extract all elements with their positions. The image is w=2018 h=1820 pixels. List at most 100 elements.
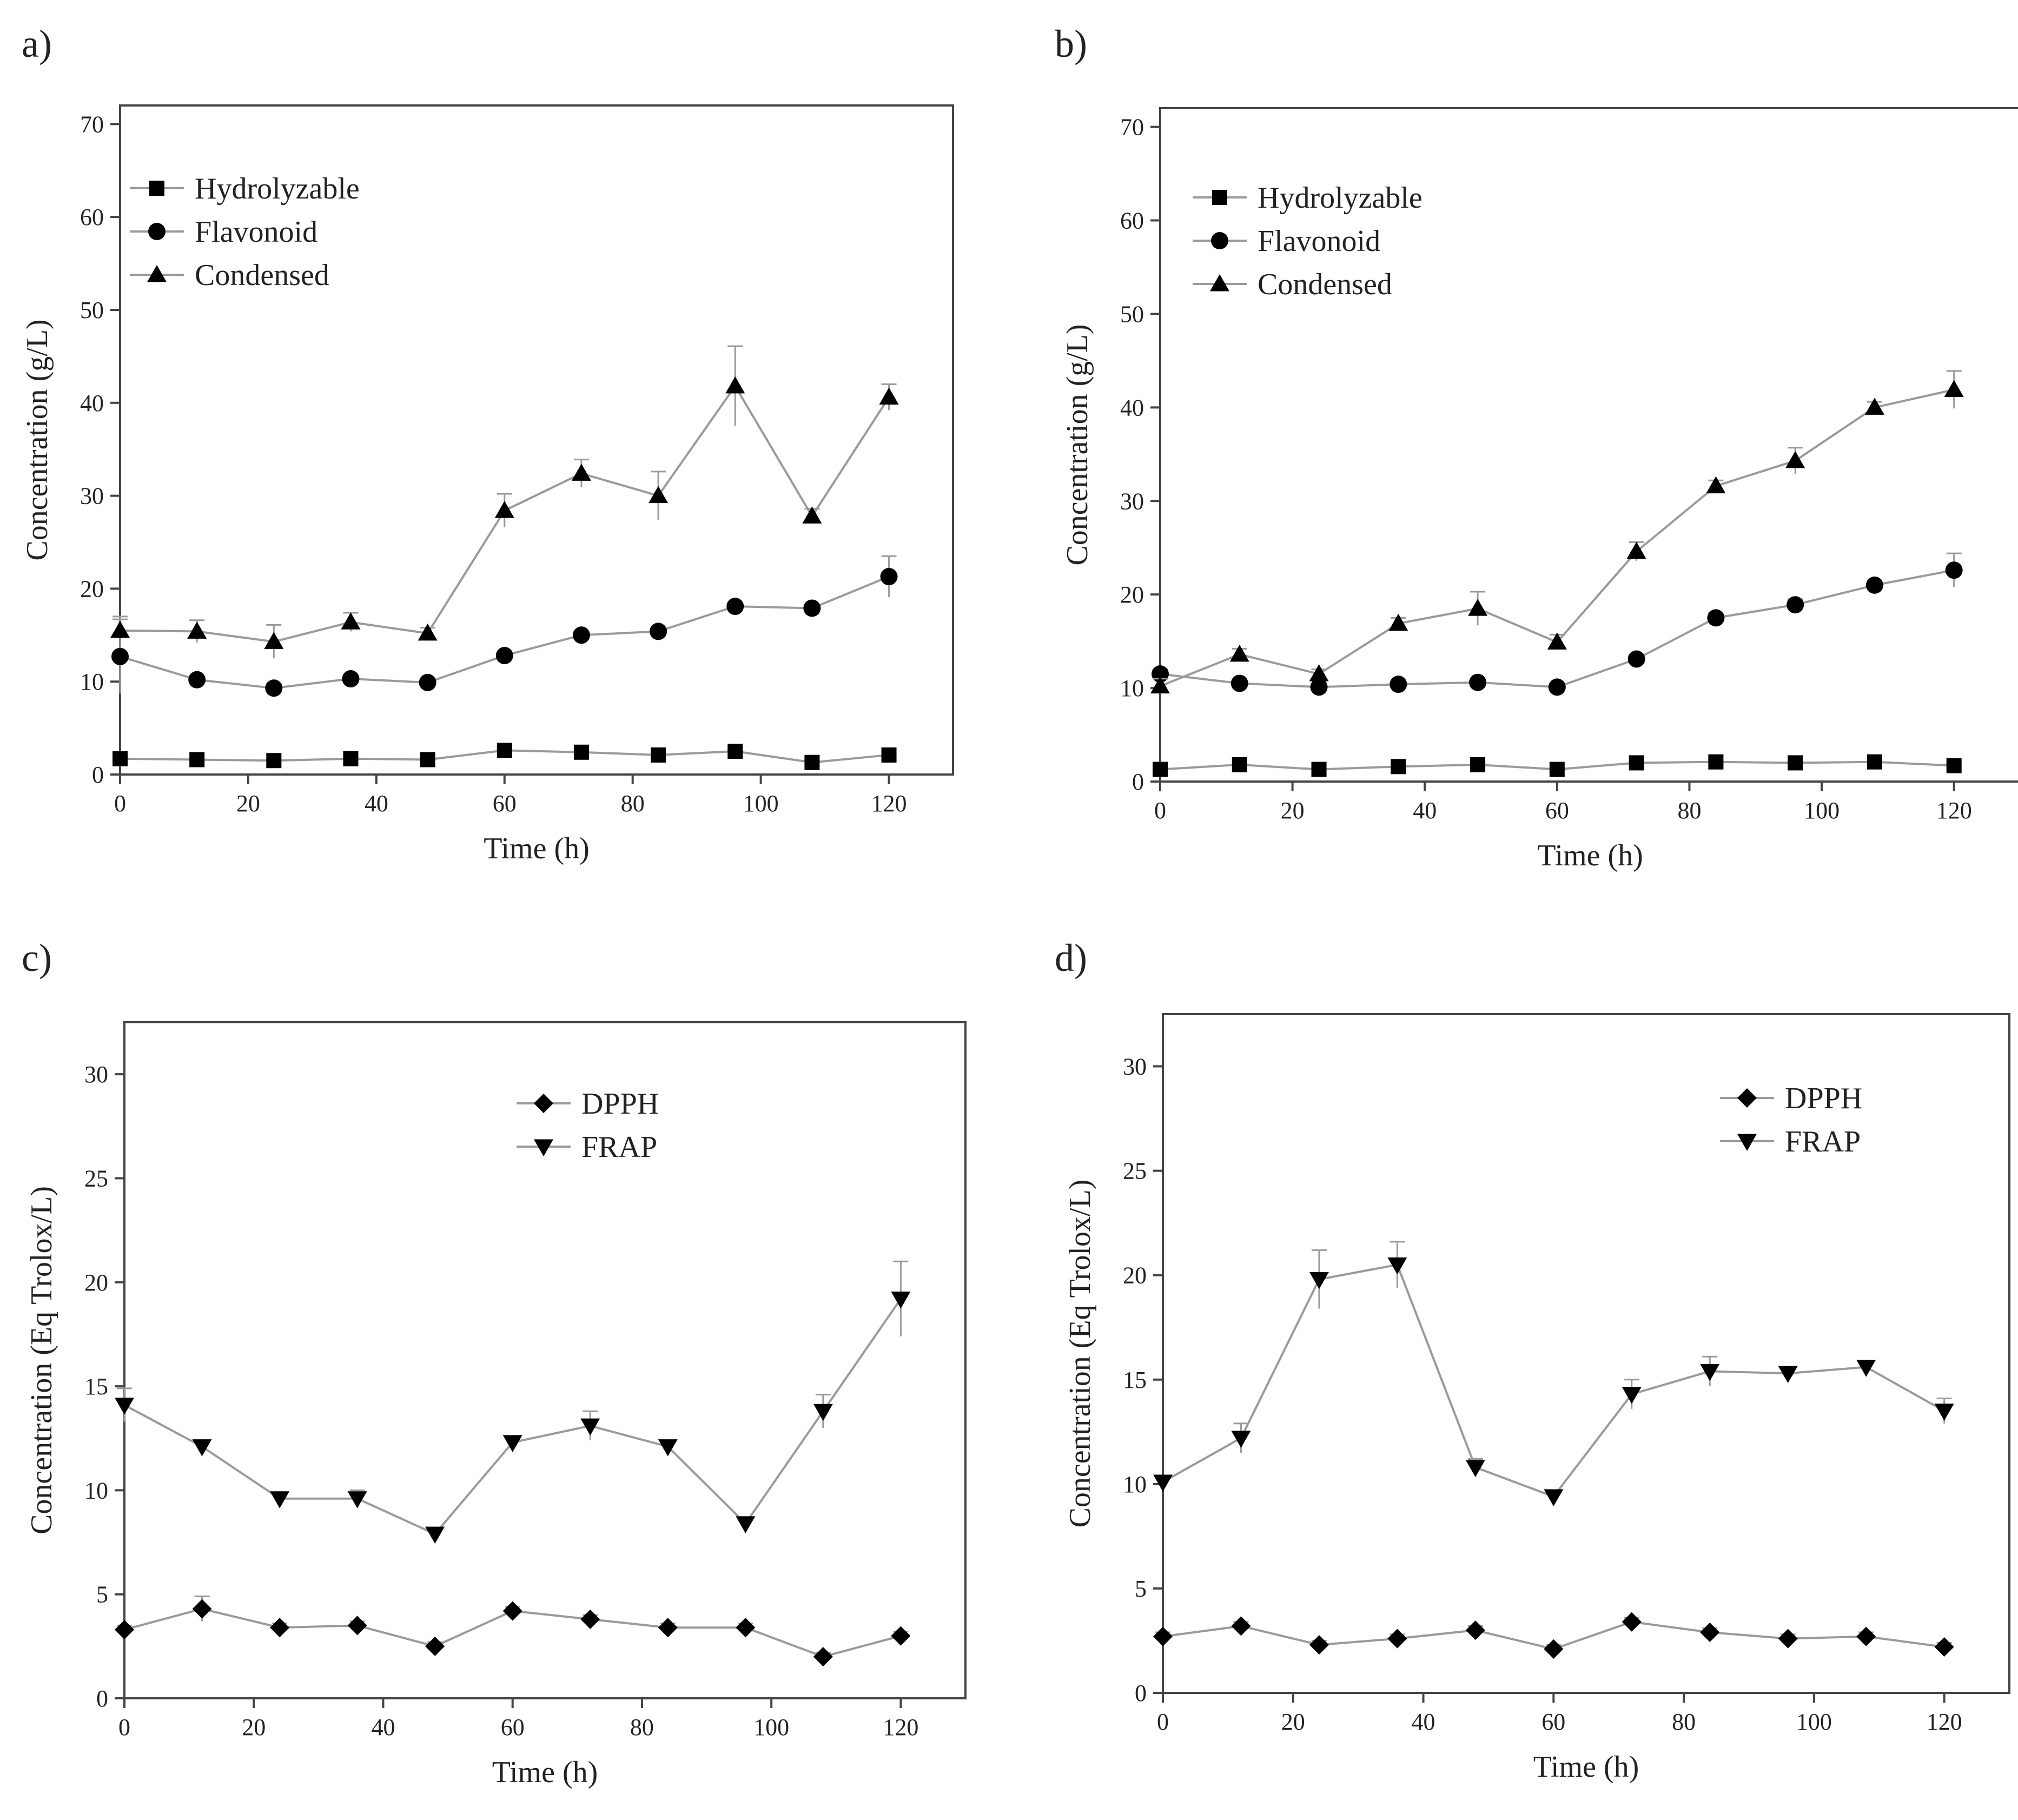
x-axis-title: Time (h): [484, 832, 590, 865]
triangle-up-marker: [110, 620, 130, 638]
x-tick-label: 120: [871, 790, 907, 817]
series-dpph: [1153, 1612, 1954, 1659]
diamond-marker: [1465, 1620, 1485, 1640]
series-condensed: [110, 345, 899, 659]
triangle-down-marker: [580, 1418, 600, 1436]
series-frap: [115, 1260, 911, 1544]
legend-label: FRAP: [581, 1130, 657, 1164]
square-marker: [113, 751, 128, 766]
panel-label: a): [22, 22, 52, 65]
circle-marker: [111, 647, 129, 665]
x-tick-label: 100: [1804, 797, 1840, 824]
legend-entry: FRAP: [517, 1130, 657, 1164]
triangle-down-marker: [1622, 1387, 1642, 1404]
square-marker: [727, 744, 743, 759]
y-tick-label: 30: [84, 1061, 108, 1088]
circle-marker: [572, 626, 590, 644]
square-marker: [881, 747, 897, 763]
circle-marker: [495, 647, 513, 665]
x-tick-label: 0: [1157, 1709, 1169, 1735]
diamond-marker: [580, 1609, 600, 1629]
legend-label: FRAP: [1785, 1125, 1861, 1159]
square-marker: [1946, 758, 1962, 773]
legend-triangle-down-icon: [1737, 1134, 1757, 1151]
triangle-up-marker: [264, 632, 284, 649]
legend-label: DPPH: [581, 1087, 659, 1121]
legend-label: Hydrolyzable: [195, 172, 360, 206]
panel-label: b): [1055, 22, 1087, 65]
y-tick-label: 30: [1120, 488, 1144, 514]
x-tick-label: 120: [883, 1714, 918, 1740]
x-tick-label: 0: [114, 790, 126, 817]
square-marker: [1470, 757, 1486, 772]
legend-label: Condensed: [1258, 268, 1392, 301]
triangle-up-marker: [1388, 613, 1408, 631]
panel-label: d): [1055, 936, 1087, 980]
triangle-down-marker: [1856, 1360, 1876, 1377]
diamond-marker: [1778, 1629, 1798, 1649]
diamond-marker: [270, 1618, 290, 1638]
axes-frame: [119, 104, 954, 776]
diamond-marker: [425, 1636, 445, 1656]
diamond-marker: [1231, 1616, 1251, 1636]
x-tick-label: 20: [1281, 1709, 1305, 1735]
y-tick-label: 15: [1123, 1367, 1147, 1393]
x-axis-title: Time (h): [492, 1756, 598, 1789]
square-marker: [1311, 762, 1327, 777]
triangle-down-marker: [1934, 1404, 1954, 1421]
y-tick-label: 20: [1123, 1262, 1147, 1289]
y-tick-label: 5: [96, 1581, 108, 1608]
triangle-up-marker: [725, 376, 745, 394]
y-tick-label: 25: [84, 1165, 108, 1192]
legend-label: Hydrolyzable: [1258, 181, 1422, 215]
square-marker: [420, 752, 435, 767]
square-marker: [804, 755, 820, 770]
y-tick-label: 30: [1123, 1054, 1147, 1080]
triangle-up-marker: [649, 486, 669, 504]
series-hydrolyzable: [1153, 754, 1962, 777]
circle-marker: [1390, 676, 1407, 693]
circle-marker: [1548, 678, 1566, 696]
legend-circle-icon: [1211, 232, 1228, 249]
triangle-up-marker: [1309, 664, 1329, 681]
triangle-down-marker: [502, 1435, 522, 1452]
square-marker: [189, 752, 205, 767]
triangle-down-marker: [115, 1398, 134, 1415]
circle-marker: [265, 679, 283, 697]
square-marker: [651, 747, 666, 763]
y-tick-label: 15: [84, 1373, 108, 1400]
x-tick-label: 20: [1281, 797, 1305, 824]
triangle-down-marker: [192, 1439, 212, 1457]
legend-triangle-up-icon: [147, 265, 167, 282]
axes-frame: [1159, 107, 2018, 783]
triangle-up-marker: [879, 387, 899, 405]
y-tick-label: 0: [92, 762, 104, 788]
legend-label: Flavonoid: [1258, 224, 1380, 258]
diamond-marker: [347, 1616, 367, 1636]
y-axis-title: Concentration (Eq Trolox/L): [25, 1186, 58, 1534]
y-tick-label: 70: [1120, 114, 1144, 141]
legend-diamond-icon: [1737, 1088, 1757, 1108]
legend-entry: FRAP: [1720, 1125, 1861, 1159]
circle-marker: [1945, 561, 1963, 579]
square-marker: [1232, 757, 1247, 772]
x-tick-label: 0: [118, 1714, 130, 1740]
y-tick-label: 40: [1120, 394, 1144, 421]
x-tick-label: 100: [743, 790, 779, 817]
legend-entry: Condensed: [1193, 268, 1392, 301]
triangle-up-marker: [1944, 380, 1964, 397]
axes-frame: [1162, 1013, 2010, 1694]
chart-panel-d: d) 0 20 40 60 80 100 120 0 5 10 15 20 25 30 Time (h) Con…: [1055, 936, 2010, 1784]
diamond-marker: [1934, 1637, 1954, 1657]
legend-entry: DPPH: [517, 1087, 659, 1121]
y-tick-label: 0: [1132, 769, 1144, 795]
legend-entry: Hydrolyzable: [1193, 181, 1422, 215]
legend-circle-icon: [148, 223, 166, 240]
legend-entry: DPPH: [1720, 1082, 1862, 1115]
x-tick-label: 120: [1936, 797, 1972, 824]
x-tick-label: 40: [1412, 1709, 1435, 1735]
circle-marker: [1469, 673, 1487, 691]
triangle-down-marker: [1387, 1257, 1407, 1275]
series-line: [120, 575, 890, 690]
